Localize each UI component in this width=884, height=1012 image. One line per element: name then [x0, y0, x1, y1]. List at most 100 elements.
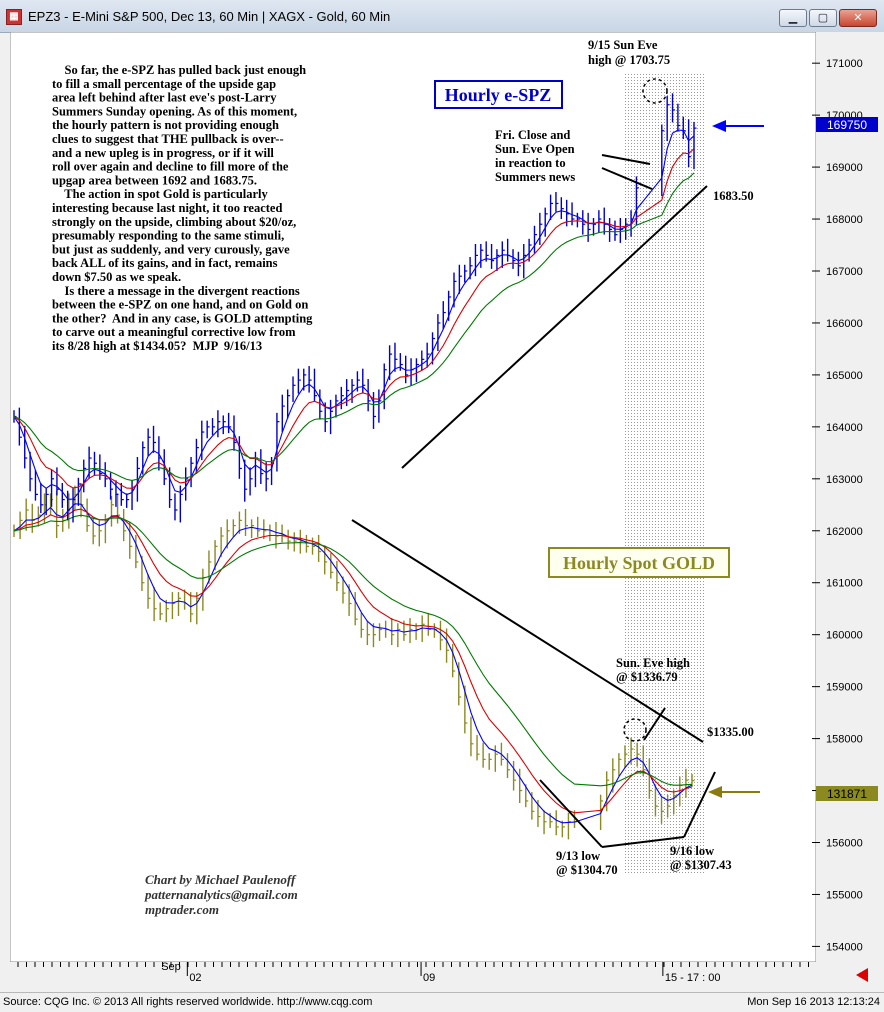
y-tick-label: 171000 — [826, 58, 863, 70]
commentary-line: down $7.50 as we speak. — [52, 270, 181, 284]
chart-app-icon: ▦ — [6, 9, 22, 25]
y-tick-label: 161000 — [826, 578, 863, 590]
y-tick-label: 154000 — [826, 941, 863, 953]
y-tick-label: 159000 — [826, 682, 863, 694]
close-button[interactable]: ✕ — [839, 9, 877, 27]
sun-eve-high-label-1: 9/15 Sun Eve — [588, 38, 658, 52]
gold-1335-label: $1335.00 — [707, 725, 754, 739]
fri-close-pointer-2 — [601, 167, 653, 190]
espz-uptrend-line — [401, 185, 708, 469]
commentary-line: roll over again and decline to fill more… — [52, 160, 289, 174]
commentary-line: the other? And in any case, is GOLD atte… — [52, 311, 313, 325]
time-axis-area — [10, 962, 884, 992]
status-timestamp: Mon Sep 16 2013 12:13:24 — [747, 996, 880, 1008]
commentary-line: Is there a message in the divergent reac… — [52, 284, 300, 298]
fri-close-label-4: Summers news — [495, 170, 575, 184]
espz-arrow-icon — [712, 120, 726, 132]
espz-high-circle — [642, 78, 668, 104]
x-tick-label: 02 — [189, 972, 201, 984]
price-axis-area — [816, 32, 884, 962]
espz-price-tag-text: 169750 — [827, 118, 867, 132]
y-tick-label: 168000 — [826, 214, 863, 226]
commentary-line: strongly on the upside, climbing about $… — [52, 215, 296, 229]
y-tick-label: 165000 — [826, 370, 863, 382]
y-tick-label: 162000 — [826, 526, 863, 538]
gold-low-line-3 — [683, 771, 716, 838]
trend-1683-label: 1683.50 — [713, 189, 754, 203]
commentary-line: back ALL of its gains, and in fact, rema… — [52, 256, 278, 270]
commentary-line: presumably responding to the same stimul… — [52, 229, 284, 243]
ma-slow-line — [13, 172, 695, 481]
gold-high-circle — [623, 718, 647, 742]
y-axis-ticks: 1710001700001690001680001670001660001650… — [812, 58, 863, 953]
window-titlebar: ▦ EPZ3 - E-Mini S&P 500, Dec 13, 60 Min … — [0, 0, 884, 33]
minimize-button[interactable]: ▁ — [779, 9, 807, 27]
commentary-block: So far, the e-SPZ has pulled back just e… — [52, 63, 313, 353]
ma-fast-line — [13, 129, 695, 500]
commentary-line: to carve out a meaningful corrective low… — [52, 325, 296, 339]
commentary-line: its 8/28 high at $1434.05? MJP 9/16/13 — [52, 339, 262, 353]
credit-line-1: Chart by Michael Paulenoff — [145, 872, 297, 887]
low-913-label-1: 9/13 low — [556, 849, 600, 863]
low-916-label-1: 9/16 low — [670, 844, 714, 858]
ma-medium-line — [13, 148, 695, 489]
y-tick-label: 164000 — [826, 422, 863, 434]
fri-close-label-2: Sun. Eve Open — [495, 142, 575, 156]
fri-close-pointer-1 — [601, 154, 651, 165]
credit-line-2: patternanalytics@gmail.com — [144, 887, 298, 902]
commentary-line: area left behind after last eve's post-L… — [52, 91, 277, 105]
y-tick-label: 166000 — [826, 318, 863, 330]
x-tick-label: 15 - 17 : 00 — [665, 972, 721, 984]
y-tick-label: 163000 — [826, 474, 863, 486]
gold-series — [13, 482, 695, 840]
gold-label: Hourly Spot GOLD — [563, 553, 715, 573]
status-bar: Source: CQG Inc. © 2013 All rights reser… — [0, 992, 884, 1012]
y-tick-label: 158000 — [826, 734, 863, 746]
commentary-line: between the e-SPZ on one hand, and on Go… — [52, 298, 308, 312]
low-916-label-2: @ $1307.43 — [670, 858, 732, 872]
y-tick-label: 160000 — [826, 630, 863, 642]
gold-label-box — [548, 547, 730, 578]
gold-high-pointer — [643, 707, 666, 741]
gold-price-tag — [816, 786, 878, 801]
gold-high-label-2: @ $1336.79 — [616, 670, 678, 684]
commentary-line: interesting because last night, it too r… — [52, 201, 282, 215]
gold-low-line-1 — [539, 779, 603, 848]
scroll-left-arrow-icon[interactable] — [856, 968, 868, 982]
commentary-line: So far, the e-SPZ has pulled back just e… — [52, 63, 306, 77]
fri-close-label-1: Fri. Close and — [495, 128, 570, 142]
window-title: EPZ3 - E-Mini S&P 500, Dec 13, 60 Min | … — [28, 9, 391, 24]
fri-close-label-3: in reaction to — [495, 156, 566, 170]
chart-svg: 1710001700001690001680001670001660001650… — [10, 32, 884, 992]
ma-fast-line — [13, 503, 693, 824]
maximize-button[interactable]: ▢ — [809, 9, 837, 27]
status-source: Source: CQG Inc. © 2013 All rights reser… — [3, 996, 373, 1008]
credit-line-3: mptrader.com — [145, 902, 219, 917]
commentary-line: Summers Sunday opening. As of this momen… — [52, 104, 297, 118]
y-tick-label: 167000 — [826, 266, 863, 278]
sun-eve-high-label-2: high @ 1703.75 — [588, 53, 670, 67]
x-tick-label: 09 — [423, 972, 435, 984]
y-tick-label: 155000 — [826, 889, 863, 901]
commentary-line: but just as suddenly, and very curously,… — [52, 242, 290, 256]
commentary-line: The action in spot Gold is particularly — [52, 187, 269, 201]
gold-high-label-1: Sun. Eve high — [616, 656, 690, 670]
gold-arrow-icon — [708, 786, 722, 798]
gold-low-line-2 — [601, 836, 685, 848]
gold-downtrend-line — [351, 519, 704, 743]
commentary-line: upgap area between 1692 and 1683.75. — [52, 173, 257, 187]
chart-frame: 171000 170000 169000 168000 167000 166000 1650… — [10, 32, 884, 992]
espz-price-tag — [816, 117, 878, 132]
gold-price-tag-text: 131871 — [827, 787, 867, 801]
commentary-line: clues to suggest that THE pullback is ov… — [52, 132, 284, 146]
espz-label: Hourly e-SPZ — [445, 85, 552, 105]
y-tick-label: 169000 — [826, 162, 863, 174]
low-913-label-2: @ $1304.70 — [556, 863, 618, 877]
y-tick-label: 156000 — [826, 838, 863, 850]
espz-series — [13, 93, 697, 523]
commentary-line: to fill a small percentage of the upside… — [52, 77, 276, 91]
commentary-line: the hourly pattern is not providing enou… — [52, 118, 279, 132]
espz-label-box — [434, 80, 563, 109]
commentary-line: and a new upleg is in progress, or if it… — [52, 146, 274, 160]
